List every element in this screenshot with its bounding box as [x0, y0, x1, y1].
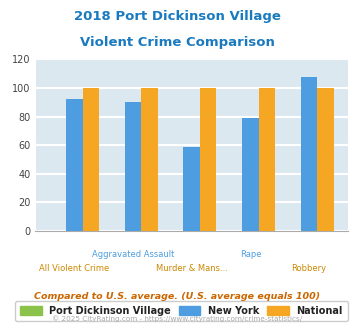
Bar	[317, 88, 334, 231]
Bar	[200, 88, 216, 231]
Text: Robbery: Robbery	[291, 264, 327, 273]
Text: Violent Crime Comparison: Violent Crime Comparison	[80, 36, 275, 49]
Bar	[66, 99, 83, 231]
Text: Aggravated Assault: Aggravated Assault	[92, 250, 174, 259]
Text: All Violent Crime: All Violent Crime	[39, 264, 109, 273]
Text: Rape: Rape	[240, 250, 261, 259]
Bar	[301, 77, 317, 231]
Bar	[242, 118, 258, 231]
Bar	[83, 88, 99, 231]
Legend: Port Dickinson Village, New York, National: Port Dickinson Village, New York, Nation…	[15, 301, 348, 321]
Text: 2018 Port Dickinson Village: 2018 Port Dickinson Village	[74, 10, 281, 23]
Text: © 2025 CityRating.com - https://www.cityrating.com/crime-statistics/: © 2025 CityRating.com - https://www.city…	[53, 315, 302, 322]
Bar	[125, 102, 141, 231]
Text: Murder & Mans...: Murder & Mans...	[156, 264, 228, 273]
Text: Compared to U.S. average. (U.S. average equals 100): Compared to U.S. average. (U.S. average …	[34, 292, 321, 301]
Bar	[141, 88, 158, 231]
Bar	[184, 147, 200, 231]
Bar	[258, 88, 275, 231]
